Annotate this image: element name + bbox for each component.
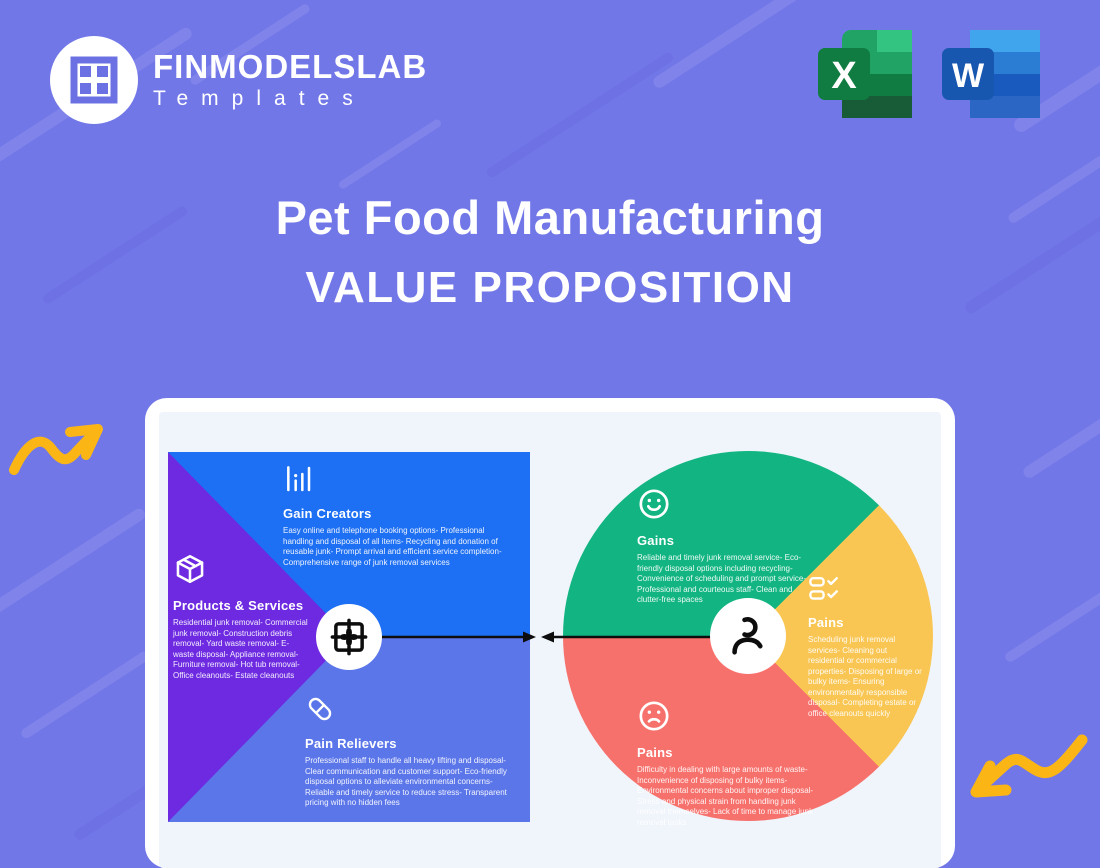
diagram-card: Gain Creators Easy online and telephone … [145,398,955,868]
products-services-title: Products & Services [173,598,304,613]
jobs-pains-text: Scheduling junk removal services- Cleani… [808,635,922,718]
svg-text:W: W [952,57,985,95]
bar-chart-icon [287,466,311,492]
products-services-text: Residential junk removal- Commercial jun… [173,618,308,680]
gains-title: Gains [637,533,675,548]
pain-relievers-text: Professional staff to handle all heavy l… [305,756,507,808]
value-proposition-hub [316,604,382,670]
bg-brush-stroke [0,506,148,626]
pains-title: Pains [637,745,673,760]
gain-creators-section: Gain Creators Easy online and telephone … [283,462,511,568]
products-services-section: Products & Services Residential junk rem… [173,552,309,681]
pains-section: Pains Difficulty in dealing with large a… [637,699,817,828]
pain-relievers-section: Pain Relievers Professional staff to han… [305,694,513,809]
pill-icon [308,697,332,721]
package-box-icon [176,554,204,584]
gain-creators-text: Easy online and telephone booking option… [283,526,502,567]
page-title: Pet Food Manufacturing VALUE PROPOSITION [0,190,1100,313]
bg-brush-stroke [1003,546,1100,664]
finmodelslab-logo-icon [50,36,138,124]
brand-name: FINMODELSLAB [153,48,428,85]
jobs-pains-section: Pains Scheduling junk removal services- … [808,575,923,719]
bg-brush-stroke [1021,371,1100,481]
gains-text: Reliable and timely junk removal service… [637,553,806,605]
header: FINMODELSLAB Templates X W [0,0,1100,140]
checklist-icon [809,576,838,600]
diagram-panel: Gain Creators Easy online and telephone … [159,412,941,868]
word-icon: W [942,30,1040,118]
gift-box-icon [330,618,368,656]
page-title-line2: VALUE PROPOSITION [305,263,795,312]
file-format-badges: X W [816,28,1042,122]
customer-person-icon [732,617,763,655]
brand-tagline: Templates [153,87,366,110]
bg-brush-stroke [19,649,151,741]
squiggle-arrow-down-left-icon [970,734,1088,798]
pain-relievers-title: Pain Relievers [305,736,397,751]
excel-icon: X [818,30,912,118]
squiggle-arrow-up-right-icon [9,424,103,475]
pains-text: Difficulty in dealing with large amounts… [637,765,814,827]
jobs-pains-title: Pains [808,615,844,630]
gain-creators-title: Gain Creators [283,506,372,521]
smiley-face-icon [639,489,669,519]
sad-face-icon [639,701,669,731]
customer-hub [710,598,786,674]
brand-text: FINMODELSLAB Templates [153,50,427,111]
gains-section: Gains Reliable and timely junk removal s… [637,487,812,606]
svg-text:X: X [831,55,857,97]
page-title-line1: Pet Food Manufacturing [275,191,825,244]
